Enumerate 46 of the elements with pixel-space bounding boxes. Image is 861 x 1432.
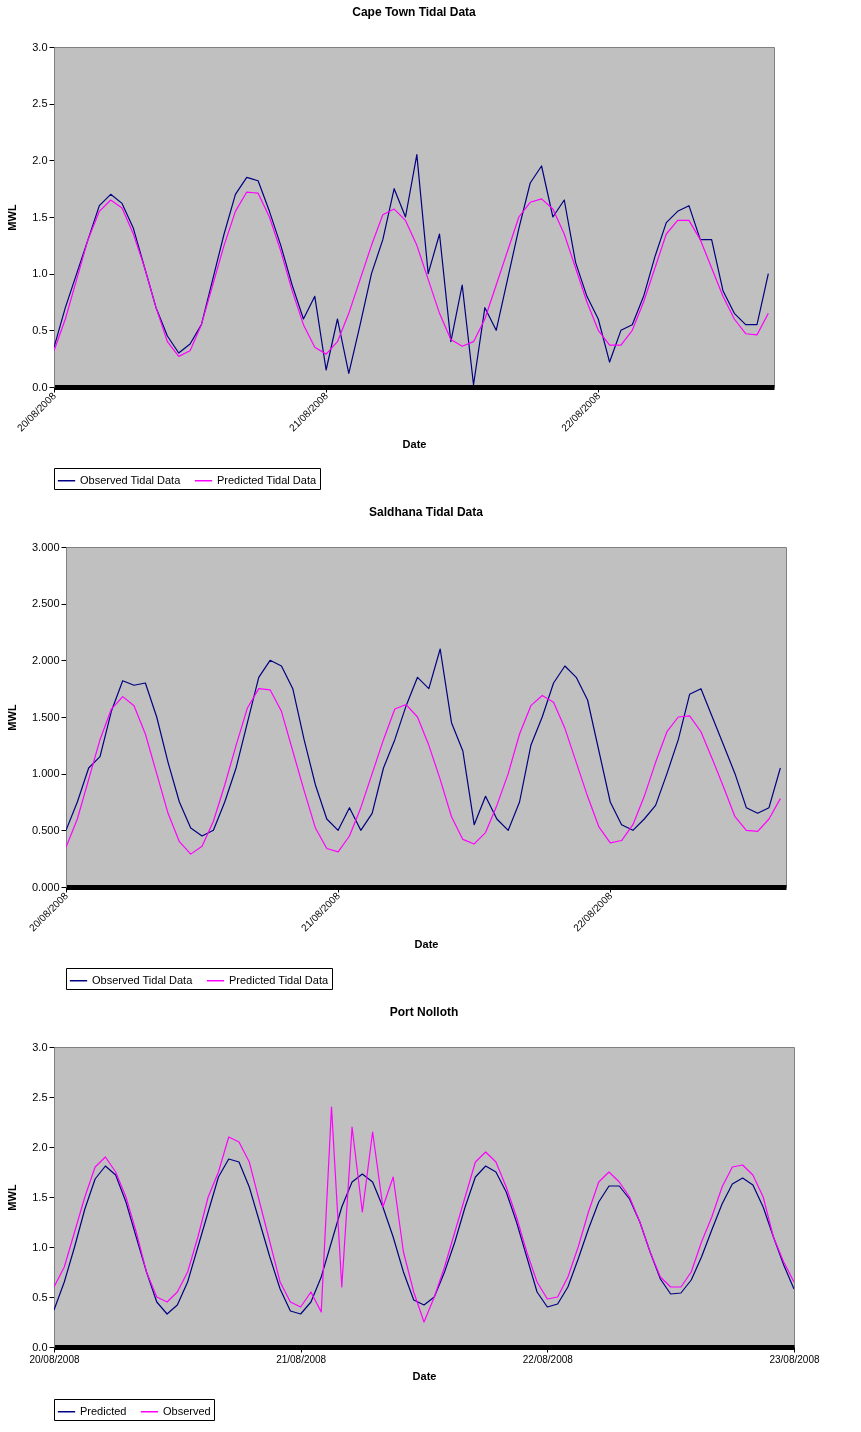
legend-label: Observed Tidal Data [80,473,182,486]
y-tick-label: 3.0 [32,40,48,53]
legend-label: Observed [163,1404,211,1417]
x-tick-label: 23/08/2008 [769,1353,820,1365]
x-tick-label: 20/08/2008 [29,1353,80,1365]
x-tick-label: 21/08/2008 [276,1353,327,1365]
legend-label: Observed Tidal Data [92,973,194,986]
y-tick-label: 1.500 [31,710,60,723]
y-tick-label: 2.0 [32,1140,48,1153]
legend-label: Predicted [80,1404,127,1417]
y-tick-label: 1.5 [32,210,48,223]
y-tick-label: 0.0 [32,1340,48,1353]
line-series [54,1158,794,1315]
y-tick-label: 1.5 [32,1190,48,1203]
line-series [54,191,769,357]
legend-label: Predicted Tidal Data [229,973,329,986]
chart-title: Saldhana Tidal Data [369,505,484,519]
y-tick-label: 3.0 [32,1040,48,1053]
y-axis-title: MWL [6,1184,19,1211]
y-tick-label: 2.0 [32,153,48,166]
legend-label: Predicted Tidal Data [217,473,317,486]
y-tick-label: 1.0 [32,1240,48,1253]
y-tick-label: 0.500 [31,823,60,836]
x-tick-label: 22/08/2008 [522,1353,574,1365]
line-series [54,154,769,386]
line-series [66,648,781,837]
x-axis-title: Date [402,438,427,451]
y-tick-label: 0.5 [32,323,48,336]
y-tick-label: 2.000 [31,653,60,666]
y-tick-label: 2.5 [32,1090,48,1103]
y-tick-label: 0.000 [31,880,60,893]
line-series [66,688,781,855]
y-axis-title: MWL [5,704,18,731]
chart-title: Cape Town Tidal Data [352,5,477,19]
y-tick-label: 0.0 [32,380,48,393]
y-tick-label: 3.000 [31,540,60,553]
y-tick-label: 0.5 [32,1290,48,1303]
y-tick-label: 1.000 [31,767,60,780]
x-axis-title: Date [412,1369,437,1382]
line-series [54,1106,794,1323]
y-axis-title: MWL [6,204,19,231]
chart-title: Port Nolloth [389,1005,459,1019]
y-tick-label: 1.0 [32,267,48,280]
y-tick-label: 2.5 [32,97,48,110]
y-tick-label: 2.500 [31,597,60,610]
x-axis-title: Date [414,938,439,951]
